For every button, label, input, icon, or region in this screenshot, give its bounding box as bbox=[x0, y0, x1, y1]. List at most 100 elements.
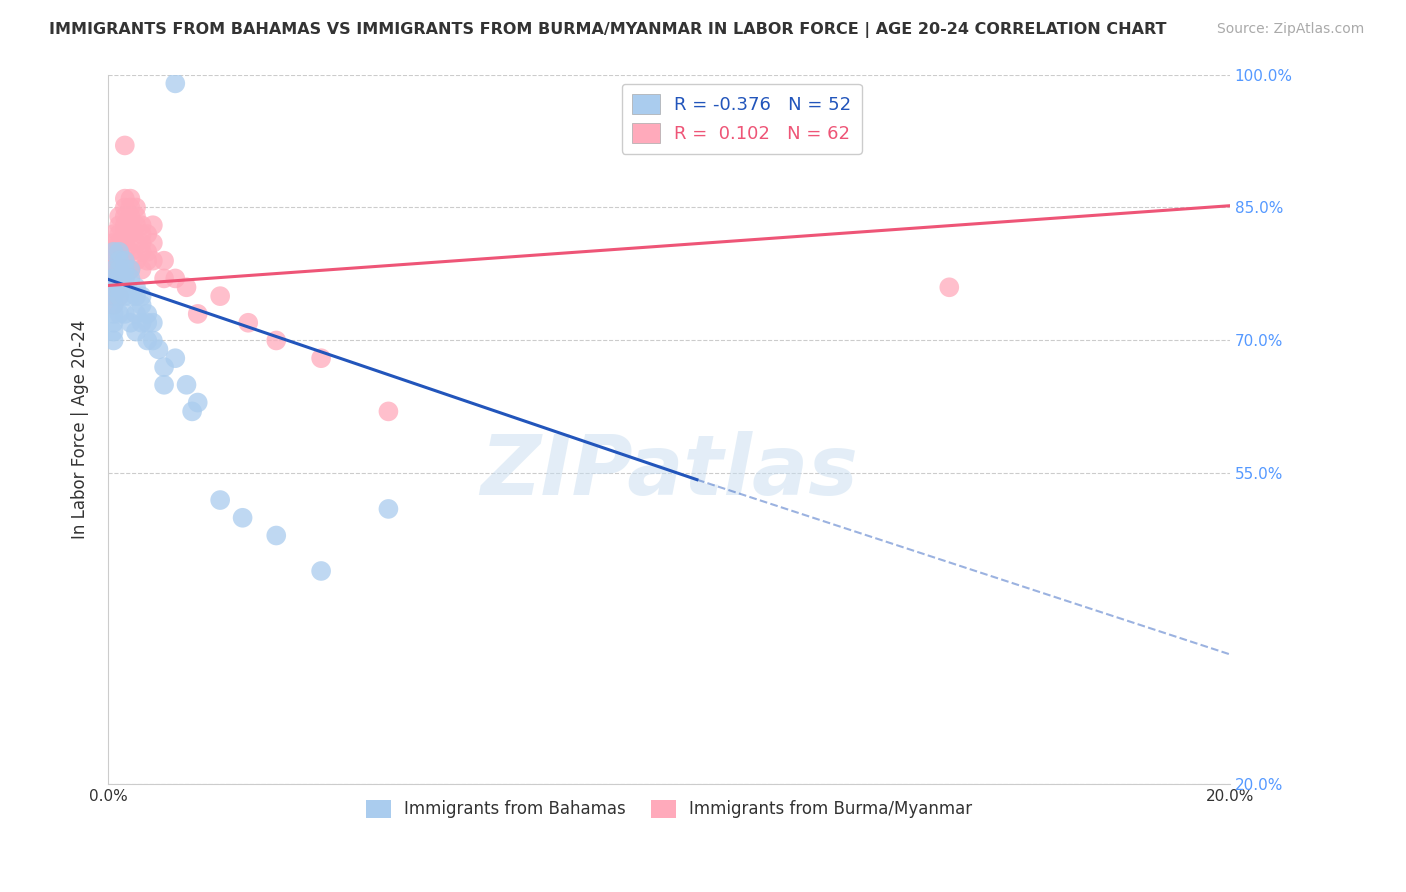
Point bbox=[120, 227, 142, 241]
Point bbox=[125, 307, 148, 321]
Point bbox=[142, 235, 165, 250]
Point bbox=[103, 307, 125, 321]
Point bbox=[238, 316, 260, 330]
Point bbox=[125, 289, 148, 303]
Point bbox=[176, 280, 198, 294]
Point bbox=[165, 76, 187, 90]
Point bbox=[103, 298, 125, 312]
Point bbox=[114, 253, 136, 268]
Point bbox=[114, 271, 136, 285]
Point bbox=[131, 316, 153, 330]
Point bbox=[136, 244, 159, 259]
Point bbox=[181, 404, 204, 418]
Point bbox=[309, 351, 332, 366]
Point bbox=[114, 280, 136, 294]
Point bbox=[264, 334, 287, 348]
Point bbox=[176, 377, 198, 392]
Point bbox=[103, 280, 125, 294]
Point bbox=[165, 271, 187, 285]
Point bbox=[108, 289, 131, 303]
Point bbox=[125, 280, 148, 294]
Point bbox=[153, 271, 176, 285]
Point bbox=[114, 244, 136, 259]
Point bbox=[142, 334, 165, 348]
Point bbox=[108, 244, 131, 259]
Point bbox=[264, 528, 287, 542]
Point bbox=[131, 298, 153, 312]
Point bbox=[153, 360, 176, 375]
Point bbox=[131, 244, 153, 259]
Text: Source: ZipAtlas.com: Source: ZipAtlas.com bbox=[1216, 22, 1364, 37]
Text: IMMIGRANTS FROM BAHAMAS VS IMMIGRANTS FROM BURMA/MYANMAR IN LABOR FORCE | AGE 20: IMMIGRANTS FROM BAHAMAS VS IMMIGRANTS FR… bbox=[49, 22, 1167, 38]
Point bbox=[120, 244, 142, 259]
Point bbox=[108, 253, 131, 268]
Point bbox=[114, 271, 136, 285]
Point bbox=[232, 510, 254, 524]
Point bbox=[142, 253, 165, 268]
Point bbox=[125, 325, 148, 339]
Point bbox=[125, 218, 148, 232]
Point bbox=[103, 227, 125, 241]
Point bbox=[114, 307, 136, 321]
Point bbox=[103, 262, 125, 277]
Point bbox=[125, 235, 148, 250]
Y-axis label: In Labor Force | Age 20-24: In Labor Force | Age 20-24 bbox=[72, 319, 89, 539]
Point bbox=[125, 201, 148, 215]
Point bbox=[108, 271, 131, 285]
Point bbox=[125, 210, 148, 224]
Point bbox=[209, 493, 232, 508]
Point bbox=[103, 334, 125, 348]
Point bbox=[108, 280, 131, 294]
Point bbox=[120, 262, 142, 277]
Point bbox=[120, 316, 142, 330]
Point bbox=[114, 262, 136, 277]
Point bbox=[108, 227, 131, 241]
Point bbox=[103, 253, 125, 268]
Point bbox=[108, 262, 131, 277]
Point bbox=[114, 253, 136, 268]
Point bbox=[120, 271, 142, 285]
Point bbox=[120, 201, 142, 215]
Point bbox=[103, 289, 125, 303]
Point bbox=[938, 280, 960, 294]
Point bbox=[120, 218, 142, 232]
Point bbox=[114, 235, 136, 250]
Point bbox=[136, 316, 159, 330]
Point bbox=[108, 218, 131, 232]
Point bbox=[153, 377, 176, 392]
Point bbox=[103, 325, 125, 339]
Point bbox=[125, 253, 148, 268]
Point bbox=[114, 192, 136, 206]
Point bbox=[103, 289, 125, 303]
Point bbox=[165, 351, 187, 366]
Point bbox=[103, 271, 125, 285]
Point bbox=[114, 138, 136, 153]
Point bbox=[114, 210, 136, 224]
Point bbox=[114, 201, 136, 215]
Point bbox=[108, 210, 131, 224]
Point bbox=[209, 289, 232, 303]
Point bbox=[114, 289, 136, 303]
Point bbox=[103, 280, 125, 294]
Point bbox=[114, 227, 136, 241]
Point bbox=[120, 192, 142, 206]
Point bbox=[108, 307, 131, 321]
Point bbox=[103, 271, 125, 285]
Point bbox=[131, 235, 153, 250]
Point bbox=[309, 564, 332, 578]
Point bbox=[108, 289, 131, 303]
Point bbox=[120, 210, 142, 224]
Point bbox=[103, 262, 125, 277]
Text: ZIPatlas: ZIPatlas bbox=[479, 431, 858, 512]
Point bbox=[131, 218, 153, 232]
Point bbox=[148, 343, 170, 357]
Point bbox=[136, 307, 159, 321]
Point bbox=[103, 298, 125, 312]
Point bbox=[103, 244, 125, 259]
Point bbox=[108, 244, 131, 259]
Point bbox=[108, 253, 131, 268]
Point bbox=[136, 227, 159, 241]
Point bbox=[377, 502, 399, 516]
Point bbox=[187, 395, 209, 409]
Point bbox=[142, 218, 165, 232]
